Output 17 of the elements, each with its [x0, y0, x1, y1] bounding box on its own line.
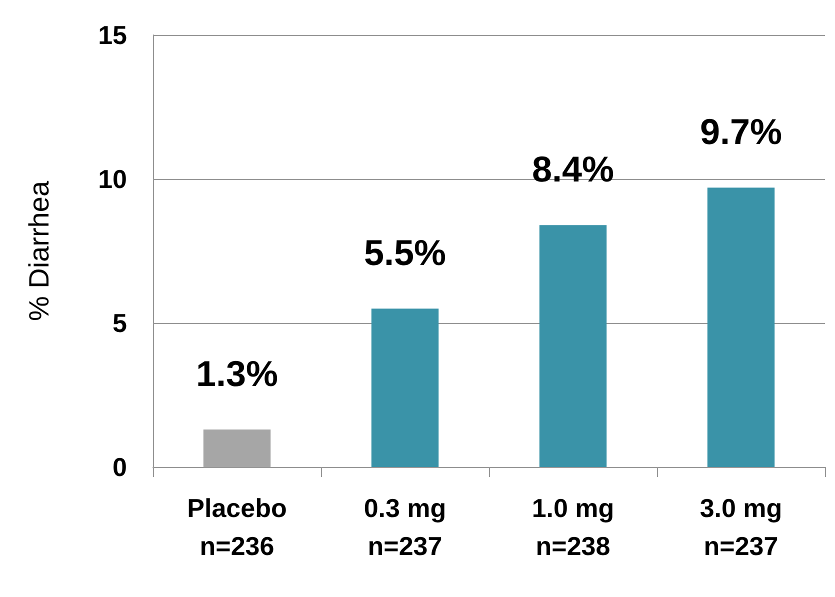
y-tick-label: 0	[112, 452, 127, 482]
y-axis-title: % Diarrhea	[24, 180, 54, 322]
x-tick-label: 0.3 mg n=237	[364, 493, 446, 561]
data-label: 9.7%	[700, 111, 782, 152]
y-tick-label: 5	[112, 308, 127, 338]
data-label: 8.4%	[532, 148, 614, 190]
bar	[203, 430, 271, 467]
bar	[539, 225, 607, 467]
bar	[707, 188, 775, 467]
data-label: 5.5%	[364, 232, 446, 274]
x-tick-label: Placebo n=236	[187, 493, 287, 561]
x-tick-label: 3.0 mg n=237	[700, 493, 782, 561]
data-label: 1.3%	[196, 353, 278, 394]
y-tick-label: 10	[98, 164, 127, 194]
x-tick-label: 1.0 mg n=238	[532, 493, 614, 561]
y-tick-label: 15	[98, 20, 127, 50]
bar	[371, 308, 439, 467]
